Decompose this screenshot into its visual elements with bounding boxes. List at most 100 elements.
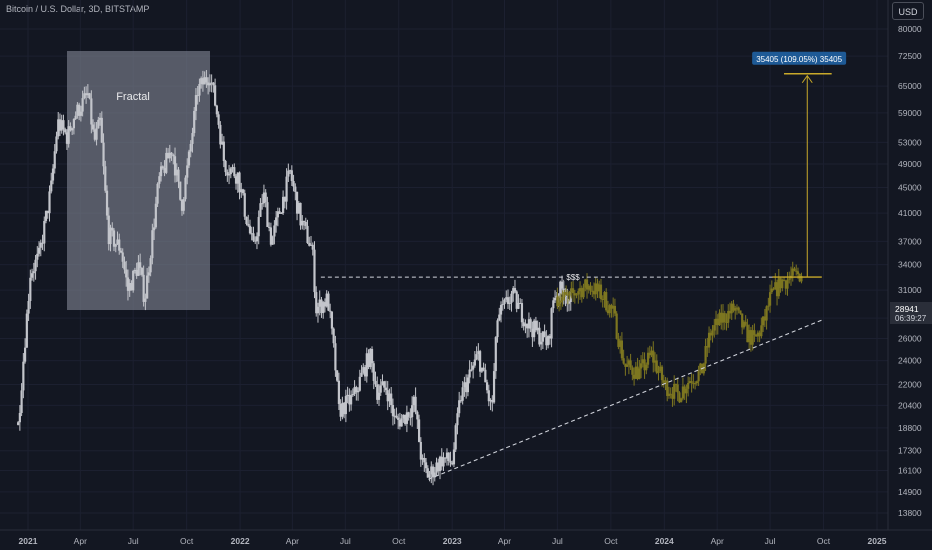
candle-body [318, 299, 321, 307]
candle-body [51, 168, 55, 181]
price-axis[interactable]: 80000 72500 65000 59000 53000 49000 45000 41000… [898, 24, 922, 518]
candle-body [741, 313, 744, 328]
candle [269, 222, 273, 247]
candle-body [257, 216, 260, 237]
candle-body [477, 351, 480, 355]
candle [76, 102, 79, 119]
candle [746, 318, 749, 343]
candle [111, 222, 114, 237]
candle-body [463, 382, 466, 388]
candle [112, 228, 116, 252]
time-tick-label: Jul [128, 536, 139, 546]
price-tick-label: 41000 [898, 208, 922, 218]
candle-body [247, 224, 250, 226]
candle-body [224, 160, 227, 173]
candle-body [512, 288, 515, 294]
candle-body [252, 233, 255, 241]
candle-body [447, 452, 450, 461]
candle-body [473, 359, 476, 366]
candle-body [407, 412, 410, 417]
candle [240, 182, 243, 198]
candle [50, 172, 53, 194]
candle [119, 247, 123, 254]
candle-body [475, 354, 478, 360]
candle-body [659, 366, 662, 372]
candle-body [742, 321, 746, 328]
candle [159, 162, 163, 182]
candle-body [201, 78, 205, 85]
candle [48, 185, 51, 222]
price-tick-label: 53000 [898, 137, 922, 147]
candle-body [48, 191, 51, 214]
candle-body [194, 95, 198, 111]
candle [522, 318, 525, 331]
candle-body [173, 156, 177, 176]
candle-body [591, 290, 594, 292]
candle [433, 466, 436, 482]
candle-body [187, 151, 191, 166]
candle [480, 367, 483, 373]
candle [484, 363, 487, 383]
candle-body [660, 366, 664, 381]
candle [718, 309, 721, 326]
candle [643, 352, 646, 379]
candle-body [107, 215, 110, 245]
candle [676, 377, 679, 402]
candle-body [721, 313, 725, 323]
candle-body [587, 285, 590, 290]
candle [23, 338, 27, 364]
candle [795, 264, 798, 276]
candle [285, 168, 288, 210]
candle [165, 147, 168, 175]
candle [262, 184, 266, 208]
candle [201, 70, 205, 92]
candle-body [442, 457, 445, 467]
candle-body [779, 278, 782, 289]
time-tick-label: Oct [180, 536, 194, 546]
candle [662, 374, 665, 388]
candle [742, 320, 746, 330]
price-tick-label: 72500 [898, 51, 922, 61]
candle-body [212, 82, 215, 86]
candle [60, 114, 63, 134]
candle-body [142, 274, 145, 302]
candle [215, 104, 218, 118]
candle-body [765, 306, 768, 321]
arrow-head-icon [801, 74, 813, 84]
candle-body [423, 457, 426, 463]
candle [161, 165, 164, 170]
candle [786, 272, 789, 296]
candle-body [608, 305, 611, 314]
time-axis[interactable]: 2021 Apr Jul Oct 2022 Apr Jul Oct 2023 Apr Jul Oct 2… [19, 536, 887, 546]
candle [402, 414, 405, 423]
candle-body [552, 300, 555, 309]
candle-body [445, 452, 449, 459]
candle [372, 361, 375, 390]
candle [765, 305, 768, 330]
currency-button[interactable]: USD [892, 2, 924, 20]
candle [739, 310, 742, 315]
candle [499, 301, 503, 323]
candle-body [692, 382, 695, 384]
candle-body [556, 296, 559, 307]
candle-body [105, 190, 109, 216]
candle [678, 391, 681, 404]
candle-body [699, 363, 702, 372]
candle [438, 455, 442, 480]
candle-body [76, 104, 79, 116]
candle [706, 337, 709, 357]
candle [452, 442, 456, 468]
candle [79, 105, 82, 122]
candle [482, 362, 485, 372]
candle-body [673, 383, 676, 399]
candle-body [501, 304, 504, 306]
candle-body [144, 298, 147, 302]
candle [619, 335, 622, 354]
candle-body [88, 93, 91, 99]
candle [217, 111, 220, 129]
candle [388, 388, 391, 408]
candle [695, 380, 698, 386]
candle-body [381, 381, 384, 386]
candle-body [714, 318, 718, 326]
